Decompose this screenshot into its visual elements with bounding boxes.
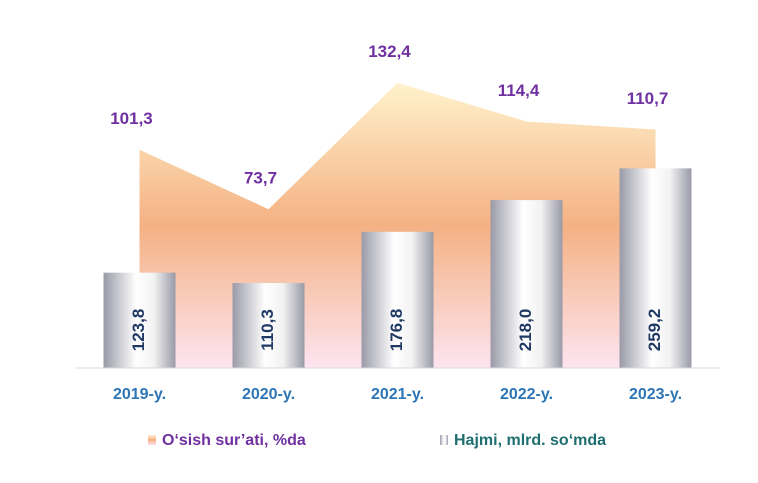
area-value-label: 114,4 <box>498 81 540 100</box>
legend-label: O‘sish sur’ati, %da <box>162 432 306 449</box>
area-value-label: 110,7 <box>627 89 669 108</box>
bar <box>232 283 305 368</box>
legend-swatch <box>440 435 448 445</box>
area-value-label: 73,7 <box>244 169 277 188</box>
x-tick-label: 2022-y. <box>500 386 553 403</box>
bar-value-label: 110,3 <box>258 309 277 351</box>
bar <box>619 168 692 368</box>
bar <box>490 200 563 368</box>
bar-value-label: 218,0 <box>516 309 535 352</box>
bar-value-label: 176,8 <box>387 309 406 352</box>
bar-value-label: 259,2 <box>645 309 664 352</box>
x-tick-label: 2020-y. <box>242 386 295 403</box>
x-tick-label: 2021-y. <box>371 386 424 403</box>
x-tick-label: 2023-y. <box>629 386 682 403</box>
bar <box>361 231 434 368</box>
x-tick-label: 2019-y. <box>113 386 166 403</box>
bar-value-label: 123,8 <box>129 309 148 352</box>
area-value-label: 101,3 <box>110 109 153 128</box>
bar <box>103 272 176 368</box>
area-value-label: 132,4 <box>368 42 411 61</box>
legend-swatch <box>148 435 156 445</box>
legend-label: Hajmi, mlrd. so‘mda <box>454 432 606 449</box>
